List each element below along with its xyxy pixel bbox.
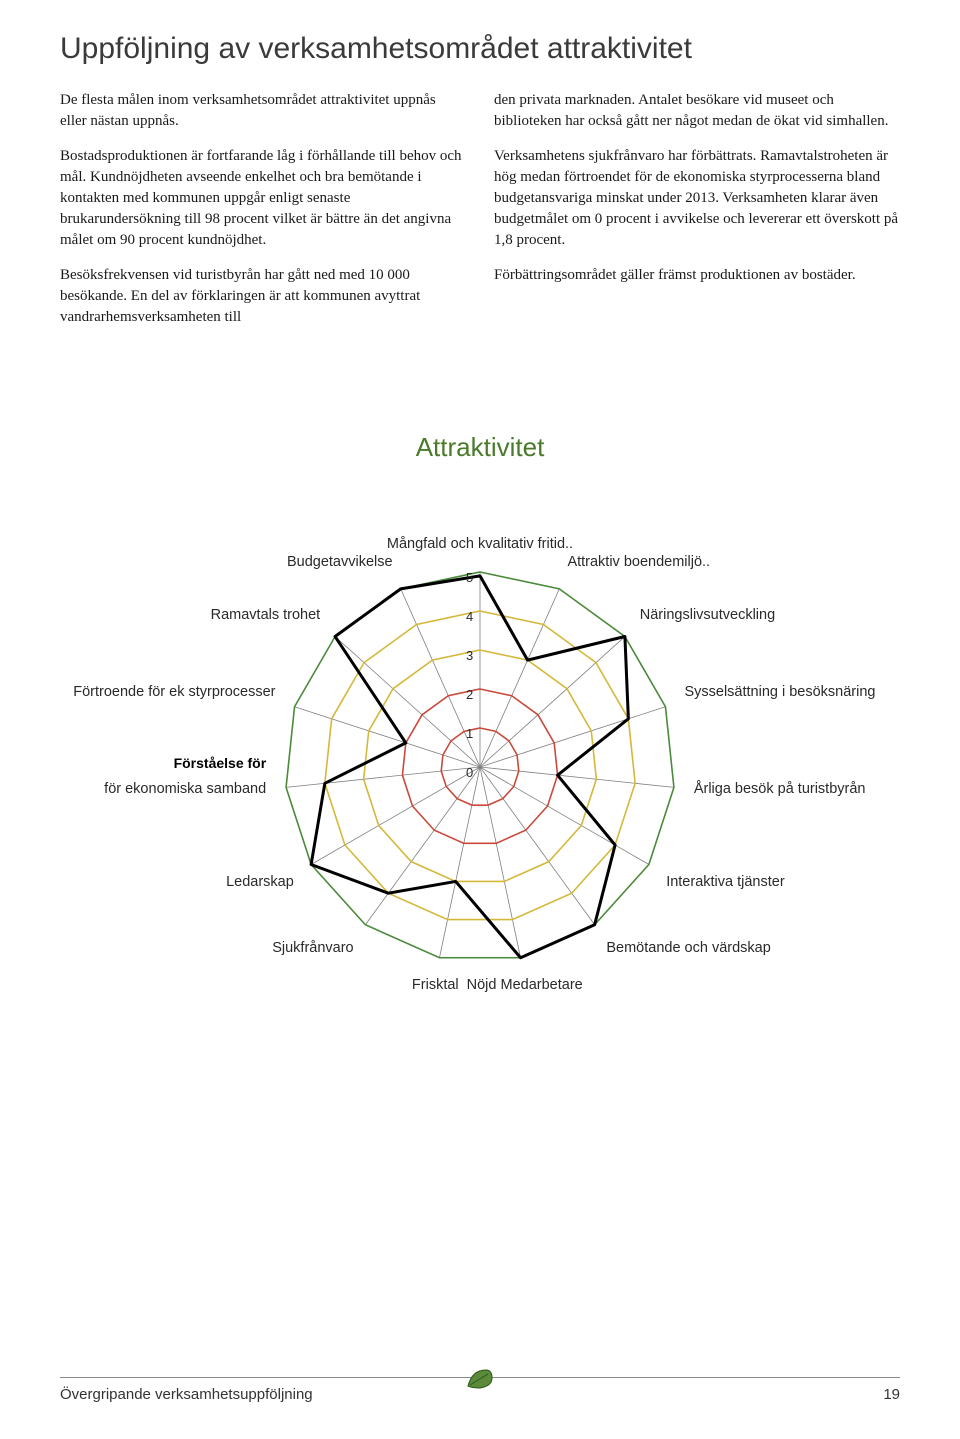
axis-label: för ekonomiska samband: [104, 781, 266, 797]
axis-label: Näringslivsutveckling: [640, 607, 775, 623]
axis-label: Frisktal: [412, 977, 459, 993]
tick-label: 5: [466, 570, 473, 585]
axis-label: Sjukfrånvaro: [272, 940, 353, 956]
axis-label: Årliga besök på turistbyrån: [694, 781, 866, 797]
tick-label: 3: [466, 648, 473, 663]
axis-label: Attraktiv boendemiljö..: [567, 554, 710, 570]
paragraph: Verksamhetens sjukfrånvaro har förbättra…: [494, 146, 900, 251]
axis-label: Budgetavvikelse: [287, 554, 393, 570]
axis-label: Interaktiva tjänster: [666, 874, 784, 890]
footer-section: Övergripande verksamhetsuppföljning: [60, 1386, 313, 1403]
axis-label: Mångfald och kvalitativ fritid..: [387, 536, 573, 552]
axis-label: Ramavtals trohet: [211, 607, 321, 623]
tick-label: 1: [466, 726, 473, 741]
paragraph: Besöksfrekvensen vid turistbyrån har gåt…: [60, 265, 466, 328]
paragraph: De flesta målen inom verksamhetsområdet …: [60, 90, 466, 132]
axis-label: Förtroende för ek styrprocesser: [73, 684, 275, 700]
page-number: 19: [883, 1386, 900, 1403]
axis-label: Sysselsättning i besöksnäring: [684, 684, 875, 700]
radar-chart: 0 1 2 3 4 5 Mångfald och kvalitativ fritid.. At…: [60, 487, 900, 1027]
leaf-icon: [462, 1364, 498, 1392]
axis-extra-label: Förståelse för: [174, 755, 267, 771]
chart-title: Attraktivitet: [60, 432, 900, 463]
paragraph: Bostadsproduktionen är fortfarande låg i…: [60, 146, 466, 251]
axis-label: Nöjd Medarbetare: [467, 977, 583, 993]
chart-section: Attraktivitet 0 1 2 3 4 5 Mångfald och kvalita…: [60, 432, 900, 1027]
axis-label: Ledarskap: [226, 874, 294, 890]
right-column: den privata marknaden. Antalet besökare …: [494, 90, 900, 342]
paragraph: Förbättringsområdet gäller främst produk…: [494, 265, 900, 286]
body-columns: De flesta målen inom verksamhetsområdet …: [60, 90, 900, 342]
tick-label: 2: [466, 687, 473, 702]
page-footer: Övergripande verksamhetsuppföljning 19: [60, 1377, 900, 1403]
tick-label: 0: [466, 765, 473, 780]
axis-label: Bemötande och värdskap: [606, 940, 770, 956]
tick-label: 4: [466, 609, 473, 624]
left-column: De flesta målen inom verksamhetsområdet …: [60, 90, 466, 342]
page-title: Uppföljning av verksamhetsområdet attrak…: [60, 30, 900, 68]
paragraph: den privata marknaden. Antalet besökare …: [494, 90, 900, 132]
